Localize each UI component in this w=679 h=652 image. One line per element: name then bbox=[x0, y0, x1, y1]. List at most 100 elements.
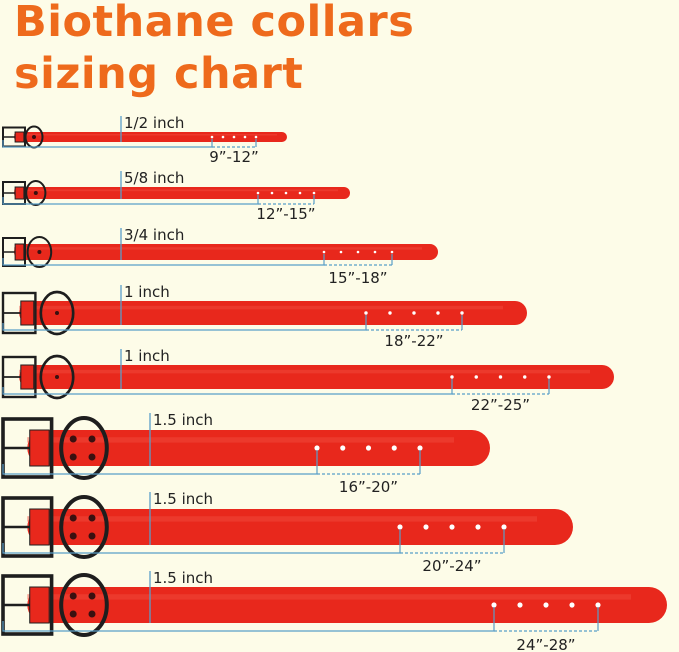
size-range-label: 22”-25” bbox=[471, 396, 530, 414]
rivet-icon bbox=[69, 453, 77, 461]
strap-hole bbox=[543, 602, 549, 608]
strap-hole bbox=[270, 191, 274, 195]
collar-strap bbox=[27, 509, 574, 545]
buckle-keeper bbox=[14, 186, 25, 200]
strap-hole bbox=[254, 135, 258, 139]
strap-hole bbox=[365, 445, 372, 451]
collar-4: 1 inch 18”-22” bbox=[1, 283, 527, 350]
rivet-icon bbox=[37, 250, 42, 254]
strap-hole bbox=[356, 250, 360, 254]
rivet-icon bbox=[69, 532, 77, 540]
width-label: 1.5 inch bbox=[153, 411, 213, 429]
strap-hole bbox=[364, 311, 368, 315]
d-ring-icon bbox=[25, 180, 47, 206]
strap-hole bbox=[314, 445, 320, 451]
strap-highlight bbox=[14, 247, 422, 250]
length-measure-line bbox=[2, 607, 495, 632]
buckle-keeper bbox=[29, 508, 50, 546]
collar-5: 1 inch 22”-25” bbox=[1, 347, 614, 414]
rivet-icon bbox=[32, 135, 36, 139]
strap-hole bbox=[450, 375, 454, 379]
strap-hole bbox=[210, 135, 214, 139]
strap-hole bbox=[312, 191, 316, 195]
size-range-label: 9”-12” bbox=[209, 148, 259, 166]
d-ring-icon bbox=[26, 236, 53, 268]
width-label: 1.5 inch bbox=[153, 490, 213, 508]
length-measure-line bbox=[2, 450, 318, 475]
rivet-icon bbox=[55, 311, 59, 315]
strap-hole bbox=[388, 311, 392, 315]
size-range-label: 24”-28” bbox=[516, 636, 575, 652]
d-ring-icon bbox=[59, 416, 109, 480]
rivet-icon bbox=[88, 532, 96, 540]
strap-hole bbox=[232, 135, 236, 139]
strap-hole bbox=[243, 135, 247, 139]
strap-hole bbox=[569, 602, 575, 608]
strap-hole bbox=[373, 250, 377, 254]
collar-2: 5/8 inch 12”-15” bbox=[2, 169, 350, 223]
strap-hole bbox=[449, 524, 455, 530]
strap-hole bbox=[491, 602, 497, 608]
strap-hole bbox=[436, 311, 440, 315]
strap-hole bbox=[298, 191, 302, 195]
strap-hole bbox=[412, 311, 416, 315]
strap-highlight bbox=[27, 437, 455, 443]
size-range-label: 15”-18” bbox=[328, 269, 387, 287]
collar-6: 1.5 inch 16”-20” bbox=[1, 411, 491, 496]
strap-hole bbox=[517, 602, 523, 608]
length-measure-line bbox=[2, 195, 259, 205]
page-title: Biothane collars sizing chart bbox=[14, 0, 414, 100]
strap-hole bbox=[322, 250, 326, 254]
length-measure-line bbox=[2, 529, 401, 554]
width-label: 1 inch bbox=[124, 283, 170, 301]
buckle-keeper bbox=[14, 131, 25, 143]
strap-highlight bbox=[19, 305, 503, 310]
collar-7: 1.5 inch 20”-24” bbox=[1, 490, 574, 575]
size-range-label: 16”-20” bbox=[339, 478, 398, 496]
strap-hole bbox=[595, 602, 601, 608]
strap-hole bbox=[498, 375, 503, 379]
strap-hole bbox=[284, 191, 288, 195]
rivet-icon bbox=[69, 592, 77, 600]
title-line-2: sizing chart bbox=[14, 49, 304, 99]
width-label: 1 inch bbox=[124, 347, 170, 365]
title-line-1: Biothane collars bbox=[14, 0, 415, 47]
buckle-keeper bbox=[14, 243, 25, 261]
d-ring-icon bbox=[39, 290, 75, 336]
buckle-keeper bbox=[29, 586, 50, 624]
size-range-label: 20”-24” bbox=[422, 557, 481, 575]
strap-hole bbox=[547, 375, 551, 379]
length-measure-line bbox=[2, 315, 367, 331]
strap-hole bbox=[417, 445, 423, 451]
width-label: 3/4 inch bbox=[124, 226, 184, 244]
buckle-keeper bbox=[29, 429, 50, 467]
rivet-icon bbox=[88, 610, 96, 618]
strap-hole bbox=[501, 524, 507, 530]
strap-hole bbox=[221, 135, 225, 139]
width-label: 1.5 inch bbox=[153, 569, 213, 587]
strap-hole bbox=[423, 524, 429, 530]
rivet-icon bbox=[69, 514, 77, 522]
strap-hole bbox=[474, 375, 478, 379]
rivet-icon bbox=[69, 435, 77, 443]
strap-highlight bbox=[27, 594, 632, 600]
rivet-icon bbox=[88, 453, 96, 461]
rivet-icon bbox=[33, 191, 38, 195]
strap-hole bbox=[475, 524, 481, 530]
size-range-label: 18”-22” bbox=[384, 332, 443, 350]
rivet-icon bbox=[69, 610, 77, 618]
rivet-icon bbox=[88, 435, 96, 443]
length-measure-line bbox=[2, 254, 325, 266]
strap-hole bbox=[256, 191, 260, 195]
strap-highlight bbox=[14, 189, 338, 192]
d-ring-icon bbox=[59, 573, 109, 637]
strap-hole bbox=[397, 524, 403, 530]
rivet-icon bbox=[88, 514, 96, 522]
width-label: 1/2 inch bbox=[124, 114, 184, 132]
strap-highlight bbox=[19, 369, 590, 374]
collar-1: 1/2 inch 9”-12” bbox=[2, 114, 287, 166]
buckle-keeper bbox=[20, 300, 35, 326]
collar-8: 1.5 inch 24”-28” bbox=[1, 569, 668, 652]
d-ring-icon bbox=[39, 354, 75, 400]
